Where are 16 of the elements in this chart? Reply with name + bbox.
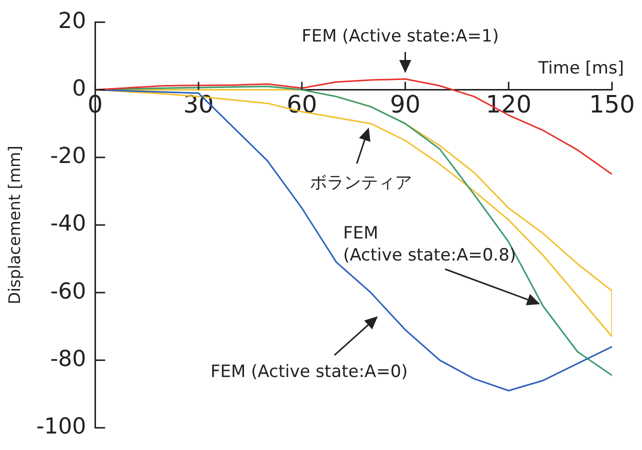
y-tick-label: 20 — [58, 8, 86, 34]
y-tick-label: -60 — [50, 279, 86, 304]
x-tick-label: 60 — [286, 90, 318, 118]
annotation: FEM (Active state:A=1) — [302, 26, 499, 46]
x-tick-label: 150 — [589, 90, 635, 118]
annotation: FEM (Active state:A=0.8) — [343, 224, 516, 266]
y-tick-label: -40 — [50, 212, 86, 237]
y-axis-title: Displacement [mm] — [4, 146, 24, 304]
x-axis-title: Time [ms] — [537, 58, 624, 79]
annotation: ボランティア — [310, 173, 412, 194]
x-tick-label: 90 — [390, 90, 421, 118]
y-tick-label: -80 — [50, 346, 86, 372]
y-tick-label: -20 — [50, 144, 86, 170]
y-tick-label: -100 — [36, 414, 86, 440]
x-tick-label: 120 — [486, 90, 532, 118]
annotation: FEM (Active state:A=0) — [210, 362, 408, 382]
